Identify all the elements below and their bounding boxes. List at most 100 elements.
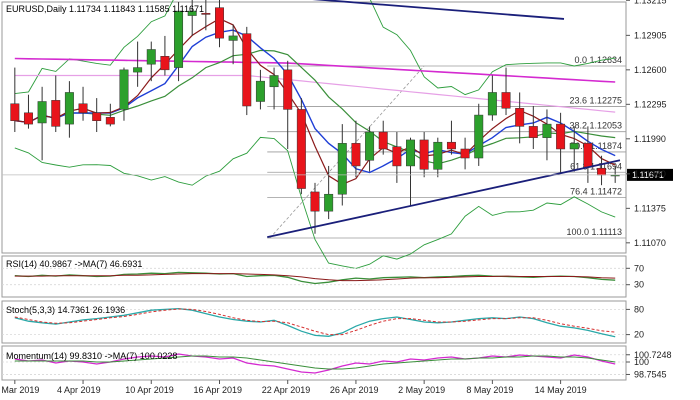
bear-candle bbox=[296, 109, 306, 189]
bull-candle bbox=[474, 114, 484, 159]
rsi-panel bbox=[2, 267, 626, 286]
bear-candle bbox=[23, 112, 33, 125]
panel-frames bbox=[1, 1, 627, 381]
momentum-y-tick-label: 98.7545 bbox=[634, 369, 667, 379]
price-y-tick-label: 1.11680 bbox=[634, 169, 666, 179]
bull-candle bbox=[146, 49, 156, 65]
bear-candle bbox=[419, 139, 429, 170]
fib-level-label: 100.0 1.11113 bbox=[566, 227, 622, 237]
bollinger-lower-line bbox=[14, 136, 616, 269]
bull-candle bbox=[324, 193, 334, 212]
stoch-y-tick-label: 80 bbox=[634, 304, 644, 314]
rsi-series-1-line bbox=[14, 273, 616, 282]
bull-candle bbox=[64, 92, 74, 125]
bear-candle bbox=[556, 123, 566, 150]
bull-candle bbox=[433, 141, 443, 170]
light-pink-ma-line bbox=[14, 74, 616, 113]
pink-ma-line bbox=[14, 57, 616, 83]
momentum-panel bbox=[2, 353, 626, 375]
x-axis-label: 26 Apr 2019 bbox=[330, 385, 379, 395]
fib-level-label: 38.2 1.12053 bbox=[569, 121, 622, 131]
bull-candle bbox=[119, 69, 129, 110]
price-title: EURUSD,Daily 1.11734 1.11843 1.11585 1.1… bbox=[6, 4, 204, 14]
x-axis-label: 16 Apr 2019 bbox=[193, 385, 242, 395]
x-axis-label: 29 Mar 2019 bbox=[0, 385, 39, 395]
bull-candle bbox=[37, 101, 47, 124]
bull-candle bbox=[133, 67, 143, 73]
price-y-tick-label: 1.12905 bbox=[634, 30, 667, 40]
fib-level-label: 76.4 1.11472 bbox=[570, 186, 622, 196]
x-axis-label: 22 Apr 2019 bbox=[262, 385, 311, 395]
stoch-series-1-line bbox=[14, 308, 616, 336]
last-price-tag bbox=[627, 168, 673, 181]
bear-candle bbox=[528, 126, 538, 138]
bull-candle bbox=[542, 123, 552, 138]
bear-candle bbox=[501, 92, 511, 109]
momentum-series-0-line bbox=[14, 353, 616, 374]
momentum-y-tick-label: 100 bbox=[634, 357, 649, 367]
x-axis-label: 2 May 2019 bbox=[398, 385, 445, 395]
bear-candle bbox=[597, 167, 607, 176]
bear-candle bbox=[378, 131, 388, 150]
bull-candle bbox=[174, 10, 184, 68]
bull-candle bbox=[255, 80, 265, 102]
bull-candle bbox=[487, 92, 497, 116]
bear-candle bbox=[310, 191, 320, 212]
momentum-series-1-line bbox=[14, 355, 616, 370]
bear-candle bbox=[351, 143, 361, 167]
rising-trendline bbox=[267, 159, 621, 239]
bull-candle bbox=[406, 139, 415, 167]
bear-candle bbox=[92, 112, 102, 121]
bear-candle bbox=[201, 13, 211, 15]
bear-candle bbox=[160, 56, 170, 71]
momentum-y-tick-label: 100.7248 bbox=[634, 350, 672, 360]
bull-candle bbox=[228, 35, 238, 41]
bear-candle bbox=[392, 146, 402, 167]
axes: 1.13215 1.12905 1.12600 1.12295 1.11990 1.116… bbox=[0, 0, 672, 395]
stoch-title: Stoch(5,3,3) 14.7361 26.1936 bbox=[6, 305, 125, 315]
price-y-tick-label: 1.12295 bbox=[634, 99, 667, 109]
bear-candle bbox=[10, 103, 20, 121]
price-y-tick-label: 1.13215 bbox=[634, 0, 667, 5]
bear-candle bbox=[283, 69, 293, 110]
fib-diagonal-line bbox=[269, 65, 425, 239]
price-y-tick-label: 1.11990 bbox=[634, 134, 666, 144]
falling-trendline bbox=[312, 0, 565, 20]
bear-candle bbox=[446, 141, 456, 150]
bull-candle bbox=[569, 143, 579, 150]
bull-candle bbox=[187, 10, 197, 16]
rsi-title: RSI(14) 40.9867 ->MA(7) 46.6931 bbox=[6, 259, 142, 269]
last-price-label: 1.11671 bbox=[632, 170, 664, 180]
green-ma-line bbox=[14, 49, 616, 165]
stoch-panel bbox=[2, 307, 626, 338]
rsi-y-tick-label: 70 bbox=[634, 263, 644, 273]
stoch-y-tick-label: 20 bbox=[634, 330, 644, 340]
stoch-series-0-line bbox=[14, 307, 616, 338]
bear-candle bbox=[105, 117, 115, 125]
momentum-title: Momentum(14) 99.8310 ->MA(7) 100.0228 bbox=[6, 351, 177, 361]
price-y-tick-label: 1.12600 bbox=[634, 65, 667, 75]
price-y-tick-label: 1.11070 bbox=[634, 238, 666, 248]
bear-candle bbox=[460, 148, 470, 159]
fib-level-label: 0.0 1.12634 bbox=[574, 55, 622, 65]
bull-candle bbox=[365, 131, 375, 161]
bear-candle bbox=[583, 143, 593, 168]
x-axis-label: 4 Apr 2019 bbox=[57, 385, 101, 395]
bull-candle bbox=[269, 75, 279, 88]
bear-candle bbox=[215, 7, 224, 39]
stoch-frame bbox=[1, 300, 627, 344]
bollinger-upper-line bbox=[14, 0, 616, 96]
fib-level-label: 23.6 1.12275 bbox=[569, 96, 622, 106]
maroon-ma-line bbox=[14, 18, 616, 185]
price-y-tick-label: 1.11375 bbox=[634, 203, 666, 213]
x-axis-label: 8 May 2019 bbox=[466, 385, 513, 395]
bull-candle bbox=[337, 143, 347, 195]
bear-candle bbox=[242, 33, 252, 107]
rsi-y-tick-label: 30 bbox=[634, 280, 644, 290]
bear-candle bbox=[51, 100, 61, 127]
x-axis-label: 10 Apr 2019 bbox=[125, 385, 174, 395]
x-axis-label: 14 May 2019 bbox=[535, 385, 587, 395]
bear-candle bbox=[78, 103, 88, 114]
